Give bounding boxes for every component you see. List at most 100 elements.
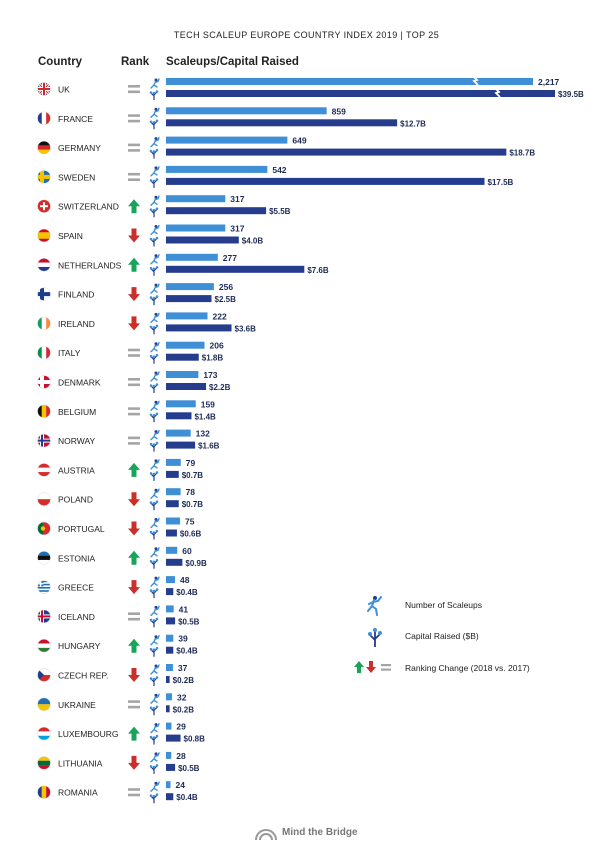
rank-equal-icon: [128, 172, 140, 176]
scaleup-value-label: 37: [178, 663, 188, 673]
flag-outline: [37, 521, 51, 536]
flag-uk-shapes: [37, 82, 51, 96]
capital-tree-leaf: [149, 677, 153, 680]
flag-is-shapes: [37, 609, 51, 623]
scaleup-person-head: [154, 547, 158, 551]
scaleup-bar: [166, 371, 199, 378]
scaleup-value-label: 2,217: [538, 77, 560, 87]
capital-tree-leaf: [155, 588, 159, 591]
capital-tree-leaf: [149, 325, 153, 329]
country-label: NETHERLANDS: [58, 260, 122, 270]
capital-value-label: $12.7B: [400, 119, 426, 128]
flag-se-shapes: [37, 170, 51, 184]
capital-tree-leaf: [152, 472, 156, 476]
country-label: GERMANY: [58, 143, 101, 153]
capital-tree-leaf: [149, 794, 153, 797]
country-label: UK: [58, 85, 70, 95]
scaleup-bar: [166, 136, 288, 144]
scaleup-value-label: 75: [185, 517, 195, 527]
flag-stripe: [40, 170, 44, 184]
flag-stripe: [37, 582, 44, 585]
scaleup-person-head: [154, 459, 158, 463]
country-row: ROMANIA 24 $0.4B: [37, 780, 198, 804]
capital-bar: [166, 676, 170, 683]
scaleup-person-head: [154, 283, 158, 287]
capital-value-label: $0.4B: [176, 793, 198, 802]
country-row: DENMARK 173 $2.2B: [37, 370, 231, 393]
scaleup-bar: [166, 634, 174, 642]
capital-tree-leaf: [155, 764, 159, 767]
country-row: NETHERLANDS 277 $7.6B: [37, 253, 329, 276]
flag-stripe: [37, 266, 51, 272]
legend-item-scaleups: Number of Scaleups: [350, 595, 590, 617]
capital-tree-leaf: [155, 705, 159, 709]
flag-outline: [37, 668, 51, 682]
flag-outline: [37, 287, 51, 301]
rank-equal-icon: [128, 436, 140, 440]
scaleup-value-label: 32: [177, 692, 187, 702]
flag-outline: [37, 726, 51, 741]
capital-tree-leaf: [152, 326, 156, 329]
capital-tree-leaf: [155, 793, 159, 796]
capital-bar: [166, 295, 212, 303]
scaleup-bar: [166, 283, 214, 291]
flag-stripe: [37, 229, 51, 234]
country-row: AUSTRIA 79 $0.7B: [37, 458, 203, 481]
footer-text: Mind the Bridge: [282, 827, 358, 838]
country-row: SWEDEN 542 $17.5B: [37, 165, 514, 188]
scaleup-bar: [166, 488, 181, 496]
capital-value-label: $0.6B: [180, 530, 202, 539]
flag-outline: [37, 140, 51, 155]
flag-outline: [37, 551, 51, 565]
country-row: FINLAND 256 $2.5B: [37, 282, 236, 306]
scaleup-bar: [166, 546, 178, 554]
country-row: SPAIN 317 $4.0B: [37, 224, 263, 247]
scaleup-value-label: 78: [186, 487, 196, 497]
flag-outline: [37, 580, 51, 594]
capital-tree-leaf: [149, 384, 153, 387]
rank-down-arrow-icon: [128, 521, 140, 536]
capital-value-label: $3.6B: [235, 324, 257, 333]
country-label: FRANCE: [58, 114, 93, 124]
scaleup-value-label: 41: [179, 604, 189, 614]
rank-equal-icon: [128, 788, 140, 791]
capital-bar: [166, 412, 192, 420]
rank-down-arrow-icon: [128, 228, 140, 243]
capital-tree-leaf: [155, 441, 159, 445]
flag-stripe: [37, 439, 51, 442]
capital-tree-leaf: [155, 471, 159, 474]
country-label: IRELAND: [58, 319, 95, 329]
scaleup-bar: [166, 165, 268, 173]
capital-value-label: $1.6B: [198, 442, 220, 451]
scaleup-person-icon: [150, 635, 160, 646]
capital-tree-leaf: [149, 91, 153, 94]
capital-tree-leaf: [149, 472, 153, 475]
capital-tree-leaf: [152, 531, 156, 534]
capital-tree-leaf: [149, 618, 153, 622]
country-label: SWEDEN: [58, 172, 95, 182]
flag-stripe: [41, 404, 47, 418]
scaleup-person-icon: [150, 547, 160, 558]
capital-tree-leaf: [152, 238, 156, 241]
flag-stripe: [37, 647, 51, 653]
flag-stripe: [37, 735, 51, 741]
capital-tree-leaf: [149, 647, 153, 651]
flag-stripe: [37, 582, 51, 584]
scaleup-person-head: [154, 137, 158, 141]
capital-tree-leaf: [155, 207, 159, 210]
scaleup-person-icon: [150, 166, 160, 177]
scaleup-bar: [166, 751, 172, 759]
scaleup-person-icon: [150, 576, 160, 587]
capital-tree-leaf: [149, 501, 153, 505]
flag-stripe: [37, 727, 51, 732]
flag-stripe: [37, 643, 51, 648]
rank-equal-icon: [128, 412, 140, 416]
country-row: GREECE 48 $0.4B: [37, 575, 198, 599]
flag-outline: [37, 463, 51, 477]
scaleup-value-label: 317: [230, 224, 244, 234]
flag-stripe: [37, 141, 51, 146]
capital-tree-leaf: [149, 354, 153, 358]
flag-pt-shapes: [37, 522, 51, 535]
country-row: ITALY 206 $1.8B: [37, 341, 224, 364]
scaleup-bar: [166, 312, 208, 320]
